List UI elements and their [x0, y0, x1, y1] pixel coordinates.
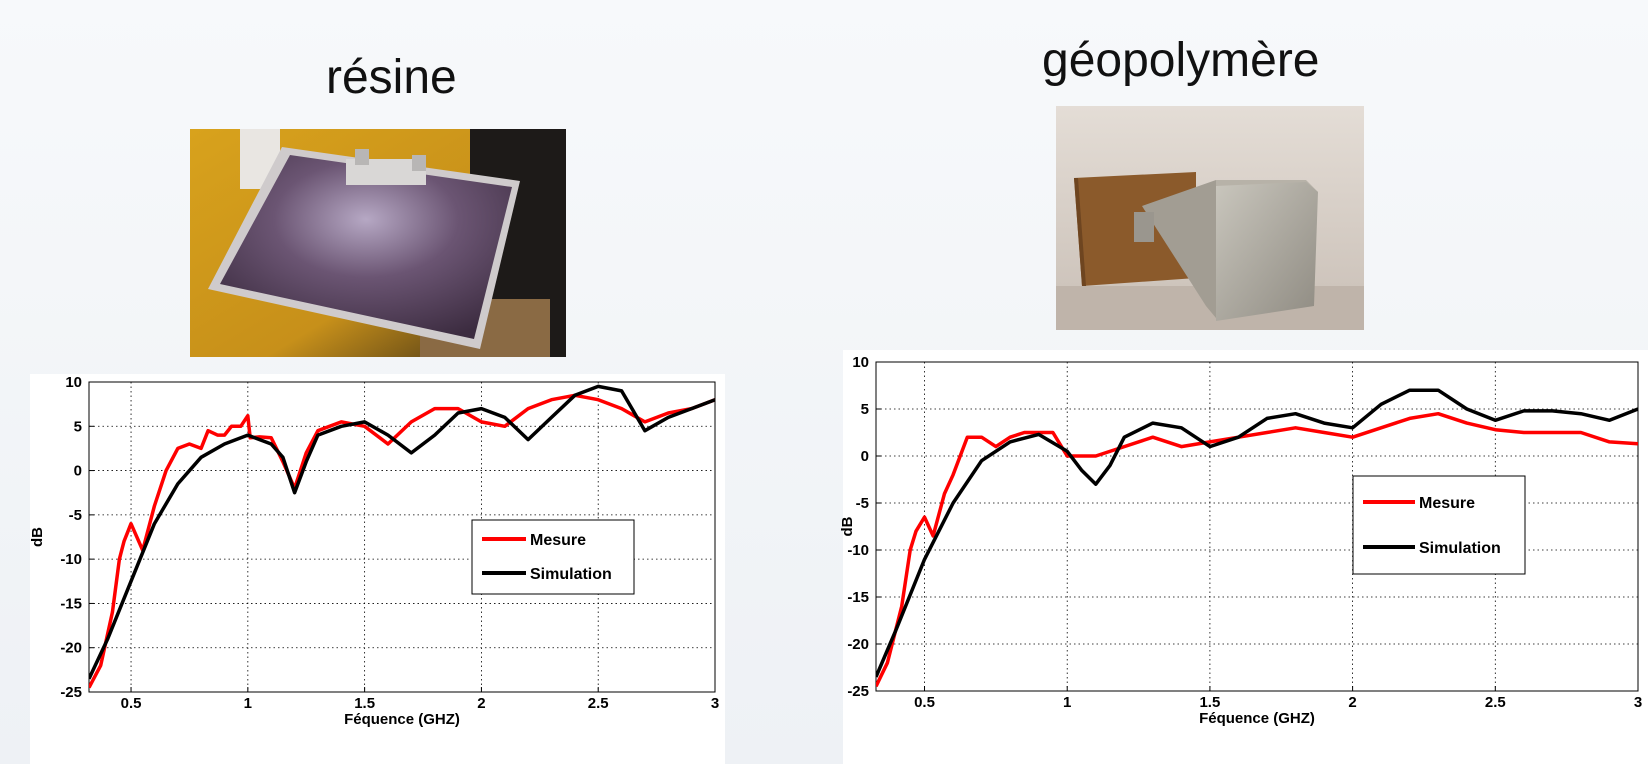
y-tick-label: -5	[69, 507, 82, 524]
x-tick-label: 1	[244, 695, 252, 712]
y-tick-label: -10	[847, 542, 869, 559]
legend-label-mesure: Mesure	[1419, 495, 1475, 512]
chart-resine-svg: 0.5 1 1.5 2 2.5 3 10 5 0 -5 -10 -15 -20 -25 Féquence (…	[29, 374, 719, 728]
y-tick-label: 0	[74, 463, 82, 480]
y-tick-label: -15	[60, 595, 82, 612]
x-tick-label: 0.5	[914, 694, 935, 711]
legend-label-simulation: Simulation	[530, 566, 612, 583]
y-tick-label: -10	[60, 551, 82, 568]
y-tick-label: -25	[847, 683, 869, 700]
x-tick-label: 1.5	[1199, 694, 1220, 711]
panel-title-geopolymere: géopolymère	[1042, 34, 1320, 87]
y-tick-label: 5	[861, 401, 869, 418]
geopolymer-horn-antenna-photo	[1056, 106, 1364, 330]
series-line-simulation	[89, 384, 715, 680]
y-tick-label: -25	[60, 684, 82, 701]
y-axis-label: dB	[839, 516, 856, 536]
x-tick-label: 1	[1063, 694, 1071, 711]
x-tick-label: 0.5	[121, 695, 142, 712]
y-tick-label: -15	[847, 589, 869, 606]
x-tick-label: 2.5	[1485, 694, 1506, 711]
legend-label-mesure: Mesure	[530, 532, 586, 549]
legend-box	[471, 519, 635, 595]
y-tick-label: 0	[861, 448, 869, 465]
x-tick-label: 3	[1634, 694, 1642, 711]
y-tick-label: -20	[847, 636, 869, 653]
chart-geopolymere: 0.5 1 1.5 2 2.5 3 10 5 0 -5 -10 -15 -20 -25 Féquence (…	[839, 350, 1648, 764]
y-tick-label: 10	[65, 374, 82, 391]
x-tick-label: 2	[1348, 694, 1356, 711]
x-axis-label: Féquence (GHZ)	[1199, 710, 1315, 727]
resin-horn-antenna-photo	[190, 129, 566, 357]
x-tick-label: 2.5	[588, 695, 609, 712]
chart-resine: 0.5 1 1.5 2 2.5 3 10 5 0 -5 -10 -15 -20 -25 Féquence (…	[29, 374, 725, 764]
chart-geopolymere-svg: 0.5 1 1.5 2 2.5 3 10 5 0 -5 -10 -15 -20 -25 Féquence (…	[839, 354, 1642, 727]
panel-title-resine: résine	[326, 51, 457, 104]
series-line-mesure	[876, 411, 1638, 688]
x-tick-label: 3	[711, 695, 719, 712]
plot-area-frame	[88, 381, 716, 693]
y-tick-label: -5	[856, 495, 869, 512]
legend-label-simulation: Simulation	[1419, 540, 1501, 557]
y-tick-label: -20	[60, 640, 82, 657]
y-tick-label: 5	[74, 418, 82, 435]
legend-box	[1352, 475, 1526, 575]
x-tick-label: 1.5	[354, 695, 375, 712]
plot-area-frame	[875, 361, 1639, 692]
y-axis-label: dB	[29, 527, 46, 547]
x-tick-label: 2	[477, 695, 485, 712]
series-line-simulation	[876, 388, 1638, 678]
y-tick-label: 10	[852, 354, 869, 371]
x-axis-label: Féquence (GHZ)	[344, 711, 460, 728]
